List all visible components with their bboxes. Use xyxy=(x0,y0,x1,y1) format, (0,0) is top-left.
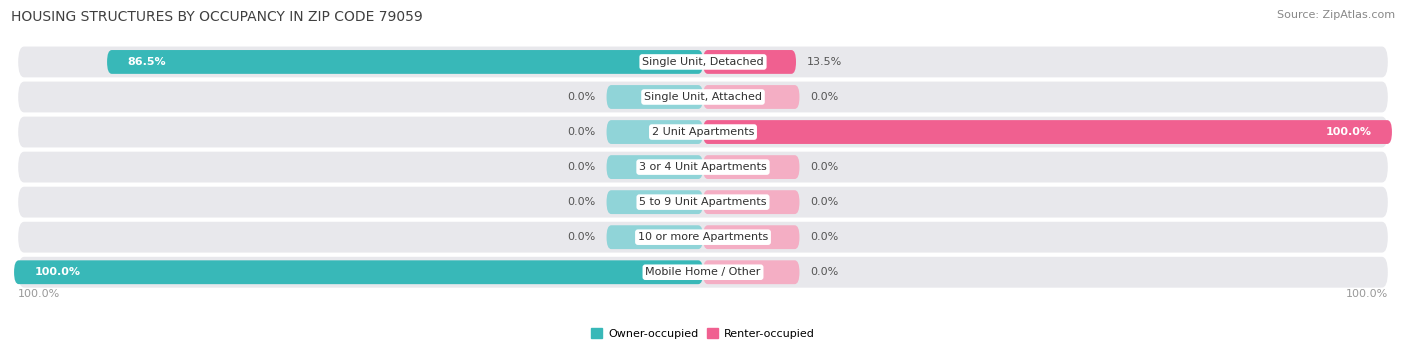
Text: Single Unit, Detached: Single Unit, Detached xyxy=(643,57,763,67)
Text: 100.0%: 100.0% xyxy=(35,267,80,277)
FancyBboxPatch shape xyxy=(606,120,703,144)
FancyBboxPatch shape xyxy=(703,85,800,109)
Text: 3 or 4 Unit Apartments: 3 or 4 Unit Apartments xyxy=(640,162,766,172)
FancyBboxPatch shape xyxy=(18,257,1388,288)
Text: Mobile Home / Other: Mobile Home / Other xyxy=(645,267,761,277)
FancyBboxPatch shape xyxy=(703,50,796,74)
Text: HOUSING STRUCTURES BY OCCUPANCY IN ZIP CODE 79059: HOUSING STRUCTURES BY OCCUPANCY IN ZIP C… xyxy=(11,10,423,24)
Text: 0.0%: 0.0% xyxy=(810,232,839,242)
Text: 0.0%: 0.0% xyxy=(810,197,839,207)
FancyBboxPatch shape xyxy=(703,225,800,249)
Text: 0.0%: 0.0% xyxy=(567,232,596,242)
FancyBboxPatch shape xyxy=(18,187,1388,218)
FancyBboxPatch shape xyxy=(703,190,800,214)
FancyBboxPatch shape xyxy=(606,155,703,179)
Text: 13.5%: 13.5% xyxy=(807,57,842,67)
FancyBboxPatch shape xyxy=(703,155,800,179)
Text: 0.0%: 0.0% xyxy=(567,127,596,137)
Text: Source: ZipAtlas.com: Source: ZipAtlas.com xyxy=(1277,10,1395,20)
Text: 0.0%: 0.0% xyxy=(567,162,596,172)
FancyBboxPatch shape xyxy=(14,260,703,284)
FancyBboxPatch shape xyxy=(703,260,800,284)
FancyBboxPatch shape xyxy=(18,46,1388,77)
FancyBboxPatch shape xyxy=(18,152,1388,182)
Text: 5 to 9 Unit Apartments: 5 to 9 Unit Apartments xyxy=(640,197,766,207)
Legend: Owner-occupied, Renter-occupied: Owner-occupied, Renter-occupied xyxy=(586,324,820,341)
Text: 0.0%: 0.0% xyxy=(810,267,839,277)
Text: 0.0%: 0.0% xyxy=(810,92,839,102)
FancyBboxPatch shape xyxy=(18,81,1388,113)
Text: 100.0%: 100.0% xyxy=(1346,289,1388,299)
FancyBboxPatch shape xyxy=(107,50,703,74)
Text: 86.5%: 86.5% xyxy=(128,57,166,67)
Text: Single Unit, Attached: Single Unit, Attached xyxy=(644,92,762,102)
Text: 100.0%: 100.0% xyxy=(1326,127,1371,137)
Text: 10 or more Apartments: 10 or more Apartments xyxy=(638,232,768,242)
FancyBboxPatch shape xyxy=(703,120,1392,144)
Text: 0.0%: 0.0% xyxy=(567,197,596,207)
FancyBboxPatch shape xyxy=(606,225,703,249)
Text: 0.0%: 0.0% xyxy=(567,92,596,102)
FancyBboxPatch shape xyxy=(18,222,1388,253)
Text: 2 Unit Apartments: 2 Unit Apartments xyxy=(652,127,754,137)
Text: 100.0%: 100.0% xyxy=(18,289,60,299)
Text: 0.0%: 0.0% xyxy=(810,162,839,172)
FancyBboxPatch shape xyxy=(606,85,703,109)
FancyBboxPatch shape xyxy=(606,190,703,214)
FancyBboxPatch shape xyxy=(18,117,1388,147)
